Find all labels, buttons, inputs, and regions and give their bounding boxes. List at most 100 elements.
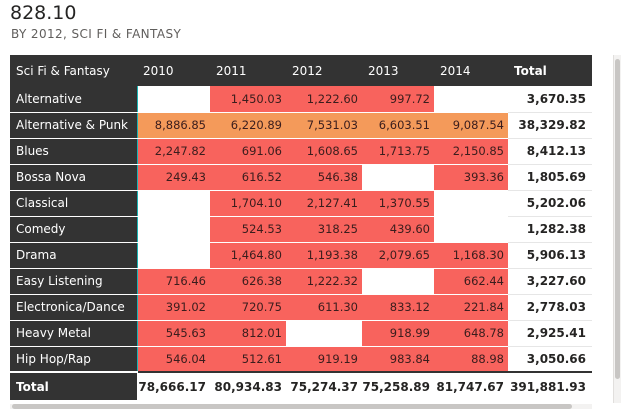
row-header-bossa-nova[interactable]: Bossa Nova (10, 164, 138, 191)
column-header-2012[interactable]: 2012 (286, 55, 362, 86)
corner-header[interactable]: Sci Fi & Fantasy (10, 55, 137, 86)
column-total-cell[interactable]: 78,666.17 (137, 371, 210, 400)
row-total-cell[interactable]: 5,202.06 (508, 190, 592, 217)
row-total-cell[interactable]: 1,282.38 (508, 216, 592, 243)
table-cell[interactable]: 1,193.38 (286, 242, 362, 269)
row-total-cell[interactable]: 8,412.13 (508, 138, 592, 165)
kpi-subtitle: BY 2012, SCI FI & FANTASY (11, 27, 182, 41)
row-header-alternative[interactable]: Alternative (10, 86, 138, 113)
table-cell[interactable]: 439.60 (362, 216, 434, 243)
table-cell[interactable]: 545.63 (137, 320, 210, 347)
row-total-cell[interactable]: 2,925.41 (508, 320, 592, 347)
column-total-cell[interactable]: 75,258.89 (362, 371, 434, 400)
table-cell[interactable]: 983.84 (362, 346, 434, 373)
table-cell[interactable]: 221.84 (434, 294, 508, 321)
table-cell[interactable]: 7,531.03 (286, 112, 362, 139)
table-cell[interactable]: 393.36 (434, 164, 508, 191)
table-cell[interactable]: 662.44 (434, 268, 508, 295)
row-header-electronica-dance[interactable]: Electronica/Dance (10, 294, 138, 321)
table-cell[interactable] (434, 86, 508, 113)
table-cell[interactable]: 812.01 (210, 320, 286, 347)
horizontal-scrollbar[interactable] (10, 404, 592, 409)
grand-total-cell[interactable]: 391,881.93 (508, 371, 592, 400)
table-cell[interactable]: 318.25 (286, 216, 362, 243)
column-header-2010[interactable]: 2010 (137, 55, 210, 86)
table-cell[interactable] (137, 86, 210, 113)
column-header-total[interactable]: Total (508, 55, 592, 86)
table-cell[interactable]: 2,079.65 (362, 242, 434, 269)
row-header-easy-listening[interactable]: Easy Listening (10, 268, 138, 295)
table-cell[interactable]: 1,608.65 (286, 138, 362, 165)
table-cell[interactable] (137, 190, 210, 217)
row-total-cell[interactable]: 38,329.82 (508, 112, 592, 139)
table-cell[interactable]: 1,713.75 (362, 138, 434, 165)
table-cell[interactable]: 6,603.51 (362, 112, 434, 139)
row-header-blues[interactable]: Blues (10, 138, 138, 165)
column-header-2011[interactable]: 2011 (210, 55, 286, 86)
table-row: Blues 2,247.82 691.06 1,608.65 1,713.75 … (10, 138, 592, 165)
table-cell[interactable] (137, 216, 210, 243)
table-cell[interactable] (362, 268, 434, 295)
table-cell[interactable]: 611.30 (286, 294, 362, 321)
horizontal-scrollbar-thumb[interactable] (12, 404, 572, 409)
table-cell[interactable]: 1,222.60 (286, 86, 362, 113)
row-total-cell[interactable]: 5,906.13 (508, 242, 592, 269)
total-row: Total 78,666.17 80,934.83 75,274.37 75,2… (10, 371, 592, 400)
table-cell[interactable]: 2,150.85 (434, 138, 508, 165)
table-cell[interactable]: 1,704.10 (210, 190, 286, 217)
row-header-alternative-punk[interactable]: Alternative & Punk (10, 112, 138, 139)
header-row: Sci Fi & Fantasy 2010 2011 2012 2013 201… (10, 55, 592, 86)
column-header-2014[interactable]: 2014 (434, 55, 508, 86)
row-header-heavy-metal[interactable]: Heavy Metal (10, 320, 138, 347)
table-cell[interactable]: 720.75 (210, 294, 286, 321)
table-cell[interactable]: 833.12 (362, 294, 434, 321)
table-cell[interactable]: 8,886.85 (137, 112, 210, 139)
table-cell[interactable]: 716.46 (137, 268, 210, 295)
table-cell[interactable]: 524.53 (210, 216, 286, 243)
vertical-scrollbar[interactable] (613, 55, 621, 403)
table-cell[interactable]: 512.61 (210, 346, 286, 373)
column-total-cell[interactable]: 81,747.67 (434, 371, 508, 400)
table-cell[interactable] (434, 190, 508, 217)
row-total-cell[interactable]: 2,778.03 (508, 294, 592, 321)
table-cell[interactable]: 1,450.03 (210, 86, 286, 113)
table-cell[interactable]: 997.72 (362, 86, 434, 113)
column-header-2013[interactable]: 2013 (362, 55, 434, 86)
kpi-value: 828.10 (10, 2, 77, 24)
row-total-cell[interactable]: 3,670.35 (508, 86, 592, 113)
table-cell[interactable]: 1,464.80 (210, 242, 286, 269)
table-cell[interactable]: 2,127.41 (286, 190, 362, 217)
table-cell[interactable]: 546.04 (137, 346, 210, 373)
row-header-hip-hop-rap[interactable]: Hip Hop/Rap (10, 346, 138, 373)
row-header-comedy[interactable]: Comedy (10, 216, 138, 243)
table-cell[interactable]: 691.06 (210, 138, 286, 165)
table-cell[interactable]: 648.78 (434, 320, 508, 347)
table-cell[interactable]: 6,220.89 (210, 112, 286, 139)
table-cell[interactable]: 616.52 (210, 164, 286, 191)
column-total-cell[interactable]: 75,274.37 (286, 371, 362, 400)
table-cell[interactable]: 391.02 (137, 294, 210, 321)
column-total-cell[interactable]: 80,934.83 (210, 371, 286, 400)
row-total-cell[interactable]: 3,227.60 (508, 268, 592, 295)
table-cell[interactable]: 88.98 (434, 346, 508, 373)
table-cell[interactable] (362, 164, 434, 191)
table-cell[interactable]: 1,222.32 (286, 268, 362, 295)
table-cell[interactable]: 1,168.30 (434, 242, 508, 269)
row-total-cell[interactable]: 1,805.69 (508, 164, 592, 191)
table-cell[interactable]: 249.43 (137, 164, 210, 191)
table-cell[interactable]: 626.38 (210, 268, 286, 295)
table-cell[interactable] (434, 216, 508, 243)
table-cell[interactable]: 2,247.82 (137, 138, 210, 165)
row-header-drama[interactable]: Drama (10, 242, 138, 269)
table-cell[interactable]: 9,087.54 (434, 112, 508, 139)
table-cell[interactable]: 1,370.55 (362, 190, 434, 217)
table-cell[interactable] (286, 320, 362, 347)
row-total-cell[interactable]: 3,050.66 (508, 346, 592, 373)
vertical-scrollbar-thumb[interactable] (615, 59, 620, 379)
table-cell[interactable] (137, 242, 210, 269)
table-cell[interactable]: 919.19 (286, 346, 362, 373)
table-row: Classical 1,704.10 2,127.41 1,370.55 5,2… (10, 190, 592, 217)
row-header-classical[interactable]: Classical (10, 190, 138, 217)
table-cell[interactable]: 546.38 (286, 164, 362, 191)
table-cell[interactable]: 918.99 (362, 320, 434, 347)
